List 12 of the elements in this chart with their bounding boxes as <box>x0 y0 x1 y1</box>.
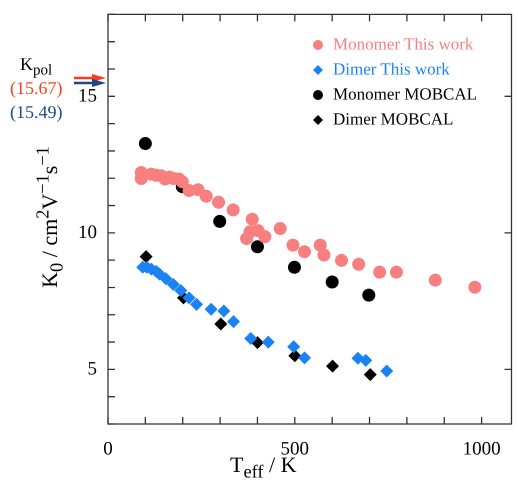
legend-label: Monomer MOBCAL <box>333 84 478 104</box>
y-tick-label: 15 <box>78 85 97 106</box>
y-tick-label: 10 <box>78 222 97 243</box>
ref-line-label: (15.67) <box>10 78 62 99</box>
x-tick-label: 0 <box>103 438 113 460</box>
text: K$_{pol}$ <box>20 54 52 80</box>
x-tick-label: 1000 <box>462 438 501 460</box>
y-tick-label: 5 <box>88 358 97 380</box>
legend-label: Dimer MOBCAL <box>333 109 454 128</box>
ref-line-label: (15.49) <box>10 102 62 123</box>
legend-label: Dimer This work <box>333 59 450 78</box>
legend-label: Monomer This work <box>333 34 474 54</box>
